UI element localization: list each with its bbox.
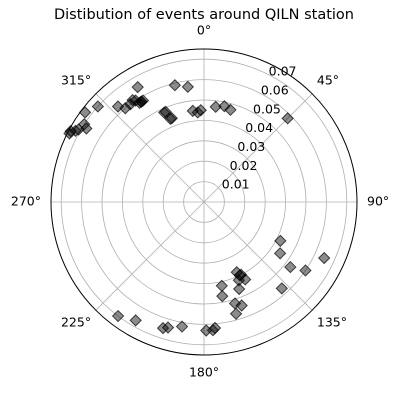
angular-tick-label-1: 45° [317,73,339,88]
data-point-51 [175,320,189,333]
data-point-41 [232,274,246,287]
data-point-30 [63,127,76,140]
data-point-13 [126,93,139,107]
data-point-21 [164,112,177,125]
radial-tick-label-4: 0.05 [253,101,281,116]
angular-tick-label-4: 180° [189,365,219,380]
data-point-9 [131,80,144,94]
data-point-23 [91,100,105,113]
angular-tick-label-0: 0° [197,23,211,38]
data-point-26 [80,122,93,135]
angular-tick-label-2: 90° [367,194,389,209]
data-point-33 [273,247,287,260]
data-point-44 [229,307,243,320]
data-point-24 [78,106,92,119]
radial-tick-label-1: 0.02 [230,158,258,173]
angular-gridline-5 [95,201,205,311]
data-point-49 [208,321,222,335]
data-point-35 [299,264,312,277]
angular-gridline-7 [95,93,205,203]
data-point-47 [216,289,229,303]
data-point-42 [232,282,246,296]
angular-tick-label-6: 270° [11,194,41,209]
angular-tick-labels: 0° 45° 90° 135° 180° 225° 270° 315° [11,23,389,380]
data-point-55 [111,309,125,323]
data-point-5 [209,100,222,114]
angular-gridline-3 [203,201,313,311]
radial-tick-label-3: 0.04 [245,120,273,135]
data-point-54 [129,314,142,327]
data-point-7 [224,103,237,117]
data-point-50 [200,324,213,337]
data-point-36 [275,282,289,295]
data-point-27 [72,123,85,136]
polar-grid [51,49,357,355]
data-point-46 [215,279,229,293]
data-point-43 [235,299,248,312]
data-point-19 [157,106,171,119]
data-point-22 [165,111,179,125]
chart-title: Distibution of events around QILN statio… [54,7,354,23]
data-point-18 [136,94,150,107]
angular-tick-label-7: 315° [61,73,91,88]
data-point-6 [218,100,231,113]
data-point-4 [194,104,208,117]
radial-tick-label-0: 0.01 [222,177,250,192]
data-point-32 [274,234,287,248]
radial-tick-label-5: 0.06 [261,82,289,97]
angular-tick-label-3: 135° [317,314,347,329]
data-point-31 [317,251,331,265]
data-point-45 [228,297,242,310]
polar-frame [50,48,358,356]
data-point-29 [64,124,77,138]
radial-tick-label-2: 0.03 [237,139,265,154]
angular-tick-label-5: 225° [61,314,91,329]
angular-gridline-1 [203,93,313,203]
data-point-1 [181,80,195,94]
data-point-8 [281,112,294,125]
data-points [63,79,331,337]
data-point-0 [168,79,182,92]
data-point-34 [284,260,297,274]
data-point-53 [156,321,170,335]
data-point-12 [119,102,132,115]
